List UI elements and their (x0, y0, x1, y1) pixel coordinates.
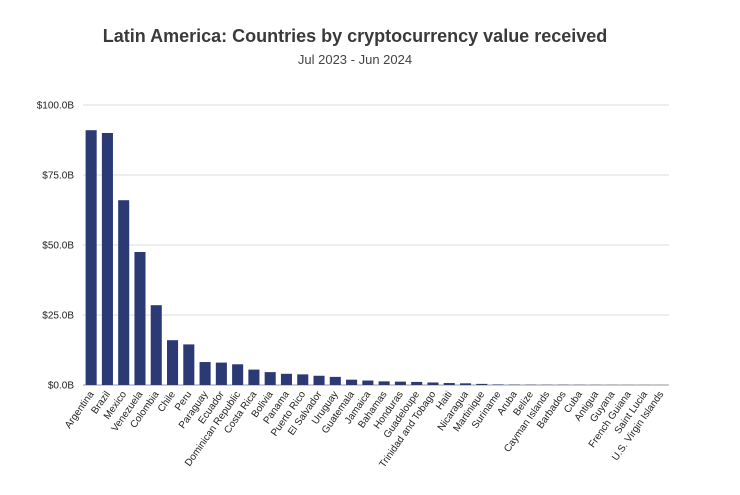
bar (166, 340, 179, 385)
bar (215, 362, 227, 385)
bar (443, 383, 455, 385)
bar (313, 375, 325, 385)
y-tick-label: $50.0B (42, 241, 74, 252)
bar (85, 130, 97, 385)
y-tick-label: $0.0B (48, 381, 74, 392)
y-axis-tick-labels: $0.0B $25.0B $50.0B $75.0B $100.0B (37, 101, 75, 392)
bar (329, 376, 341, 385)
bar (183, 344, 195, 385)
gridlines (83, 104, 669, 386)
bar (492, 384, 504, 385)
y-tick-label: $75.0B (42, 171, 74, 182)
bar (101, 133, 113, 385)
x-axis-tick-labels: ArgentinaBrazilMexicoVenezuelaColombiaCh… (63, 389, 666, 470)
bars (85, 130, 667, 385)
chart-title: Latin America: Countries by cryptocurren… (102, 26, 608, 46)
y-tick-label: $25.0B (42, 311, 74, 322)
bar (346, 379, 358, 385)
bar (199, 362, 211, 385)
y-tick-label: $100.0B (37, 101, 75, 112)
bar (394, 381, 406, 385)
bar (411, 381, 423, 385)
bar (362, 380, 374, 385)
bar (459, 383, 472, 385)
bar (280, 373, 293, 385)
bar (248, 369, 260, 385)
bar (427, 382, 439, 385)
bar (134, 252, 146, 385)
bar (150, 305, 162, 385)
bar (118, 200, 130, 385)
bar (264, 372, 276, 385)
bar (378, 381, 390, 385)
bar (476, 383, 488, 385)
chart-subtitle: Jul 2023 - Jun 2024 (297, 52, 413, 67)
bar (232, 364, 244, 385)
bar (297, 374, 309, 385)
x-tick-label: Chile (156, 389, 178, 414)
